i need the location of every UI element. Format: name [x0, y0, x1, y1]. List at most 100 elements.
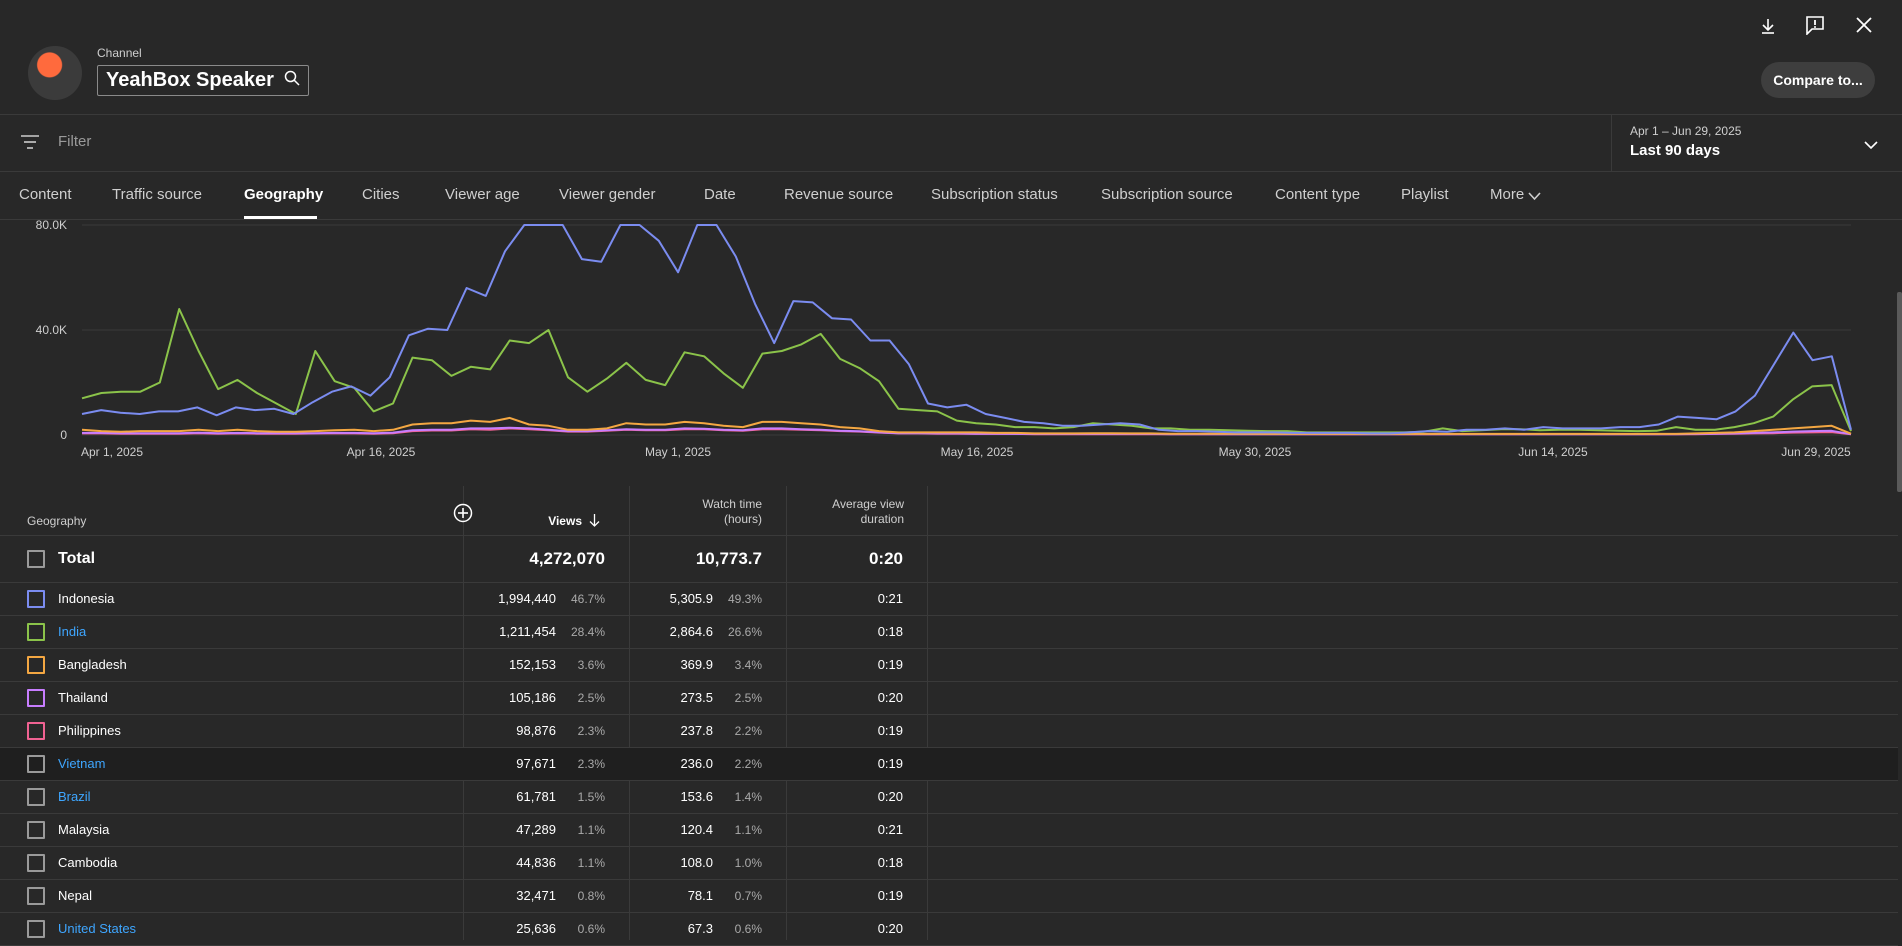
channel-avatar [28, 46, 82, 100]
tab-playlist[interactable]: Playlist [1401, 186, 1449, 203]
row-checkbox[interactable] [27, 920, 45, 938]
column-divider [786, 486, 787, 940]
row-checkbox[interactable] [27, 656, 45, 674]
tab-traffic-source[interactable]: Traffic source [112, 186, 203, 203]
watch-time-percent: 1.4% [734, 790, 762, 804]
watch-time-value: 153.6 [680, 789, 713, 804]
row-checkbox[interactable] [27, 821, 45, 839]
table-row[interactable]: Bangladesh 152,153 3.6% 369.9 3.4% 0:19 [0, 648, 1898, 682]
table-row[interactable]: Cambodia 44,836 1.1% 108.0 1.0% 0:18 [0, 846, 1898, 880]
row-checkbox[interactable] [27, 590, 45, 608]
total-checkbox[interactable] [27, 550, 45, 568]
table-row[interactable]: Malaysia 47,289 1.1% 120.4 1.1% 0:21 [0, 813, 1898, 847]
tab-revenue-source[interactable]: Revenue source [784, 186, 894, 203]
views-value: 152,153 [509, 657, 556, 672]
chevron-down-icon [1864, 137, 1878, 155]
country-name[interactable]: Brazil [58, 789, 91, 804]
watch-time-value: 108.0 [680, 855, 713, 870]
table-row[interactable]: India 1,211,454 28.4% 2,864.6 26.6% 0:18 [0, 615, 1898, 649]
views-percent: 0.6% [577, 922, 605, 936]
views-percent: 0.8% [577, 889, 605, 903]
row-checkbox[interactable] [27, 722, 45, 740]
table-row[interactable]: Vietnam 97,671 2.3% 236.0 2.2% 0:19 [0, 747, 1898, 781]
country-name[interactable]: Vietnam [58, 756, 106, 771]
sort-arrow-down-icon[interactable] [589, 514, 600, 532]
scrollbar[interactable] [1897, 292, 1902, 492]
channel-picker[interactable]: YeahBox Speaker [97, 65, 309, 96]
views-percent: 3.6% [577, 658, 605, 672]
avg-view-duration-value: 0:18 [877, 624, 903, 639]
views-percent: 28.4% [570, 625, 605, 639]
country-name[interactable]: United States [58, 921, 137, 936]
table-row[interactable]: Indonesia 1,994,440 46.7% 5,305.9 49.3% 0:21 [0, 582, 1898, 616]
table-row[interactable]: Nepal 32,471 0.8% 78.1 0.7% 0:19 [0, 879, 1898, 913]
x-tick-label: May 30, 2025 [1219, 445, 1292, 459]
row-checkbox[interactable] [27, 755, 45, 773]
filter-input[interactable]: Filter [58, 133, 92, 150]
channel-name: YeahBox Speaker [106, 69, 274, 91]
avg-view-duration-value: 0:18 [877, 855, 903, 870]
watch-time-value: 67.3 [687, 921, 713, 936]
active-tab-indicator [244, 216, 317, 219]
watch-time-header-line2: (hours) [723, 512, 762, 526]
date-range-picker[interactable]: Apr 1 – Jun 29, 2025 Last 90 days [1611, 115, 1902, 171]
avg-view-duration-column-header[interactable]: Average view duration [796, 497, 904, 527]
row-checkbox[interactable] [27, 623, 45, 641]
download-icon[interactable] [1756, 14, 1780, 38]
country-name: Philippines [58, 723, 121, 738]
series-line-1 [81, 308, 1852, 434]
row-checkbox[interactable] [27, 788, 45, 806]
total-watch-time: 10,773.7 [695, 549, 762, 568]
table-row[interactable]: Brazil 61,781 1.5% 153.6 1.4% 0:20 [0, 780, 1898, 814]
table-row[interactable]: Philippines 98,876 2.3% 237.8 2.2% 0:19 [0, 714, 1898, 748]
watch-time-percent: 49.3% [727, 592, 762, 606]
line-chart: 80.0K 40.0K 0 Apr 1, 2025 Apr 16, 2025 May 1,… [36, 220, 1852, 459]
compare-button[interactable]: Compare to... [1761, 62, 1875, 98]
tab-content-type[interactable]: Content type [1275, 186, 1361, 203]
watch-time-value: 369.9 [680, 657, 713, 672]
views-value: 1,994,440 [498, 591, 556, 606]
row-checkbox[interactable] [27, 887, 45, 905]
row-checkbox[interactable] [27, 689, 45, 707]
tab-viewer-age[interactable]: Viewer age [445, 186, 520, 203]
country-name[interactable]: India [58, 624, 87, 639]
total-avg-view-duration: 0:20 [868, 549, 903, 568]
feedback-icon[interactable] [1803, 13, 1827, 37]
tab-content[interactable]: Content [19, 186, 72, 203]
column-divider [927, 486, 928, 940]
tab-subscription-status[interactable]: Subscription status [931, 186, 1058, 203]
watch-time-column-header[interactable]: Watch time (hours) [640, 497, 762, 527]
geography-column-header: Geography [27, 514, 87, 528]
tab-subscription-source[interactable]: Subscription source [1101, 186, 1233, 203]
x-tick-label: Apr 1, 2025 [81, 445, 143, 459]
chevron-down-icon [1528, 192, 1541, 201]
watch-time-percent: 1.0% [734, 856, 762, 870]
avd-header-line1: Average view [832, 497, 904, 511]
country-name: Bangladesh [58, 657, 127, 672]
views-percent: 2.3% [577, 757, 605, 771]
avg-view-duration-value: 0:21 [877, 591, 903, 606]
tab-date[interactable]: Date [704, 186, 736, 203]
tab-viewer-gender[interactable]: Viewer gender [559, 186, 656, 203]
close-icon[interactable] [1852, 13, 1876, 37]
filter-icon[interactable] [21, 135, 39, 154]
y-tick-label: 40.0K [36, 323, 67, 337]
tab-more[interactable]: More [1490, 186, 1525, 203]
watch-time-value: 237.8 [680, 723, 713, 738]
row-checkbox[interactable] [27, 854, 45, 872]
table-row[interactable]: United States 25,636 0.6% 67.3 0.6% 0:20 [0, 912, 1898, 946]
views-column-header[interactable]: Views [548, 514, 582, 528]
geography-table: Geography Views Watch time (hours) Avera… [0, 486, 1902, 946]
x-tick-label: May 1, 2025 [645, 445, 711, 459]
avg-view-duration-value: 0:20 [877, 789, 903, 804]
tab-cities[interactable]: Cities [362, 186, 400, 203]
x-tick-label: Apr 16, 2025 [347, 445, 416, 459]
add-metric-icon[interactable] [453, 503, 473, 528]
avd-header-line2: duration [860, 512, 904, 526]
tab-geography[interactable]: Geography [244, 186, 324, 203]
watch-time-value: 120.4 [680, 822, 713, 837]
date-range-label: Last 90 days [1630, 142, 1721, 159]
table-row[interactable]: Thailand 105,186 2.5% 273.5 2.5% 0:20 [0, 681, 1898, 715]
watch-time-header-line1: Watch time [702, 497, 762, 511]
total-views: 4,272,070 [529, 549, 605, 568]
